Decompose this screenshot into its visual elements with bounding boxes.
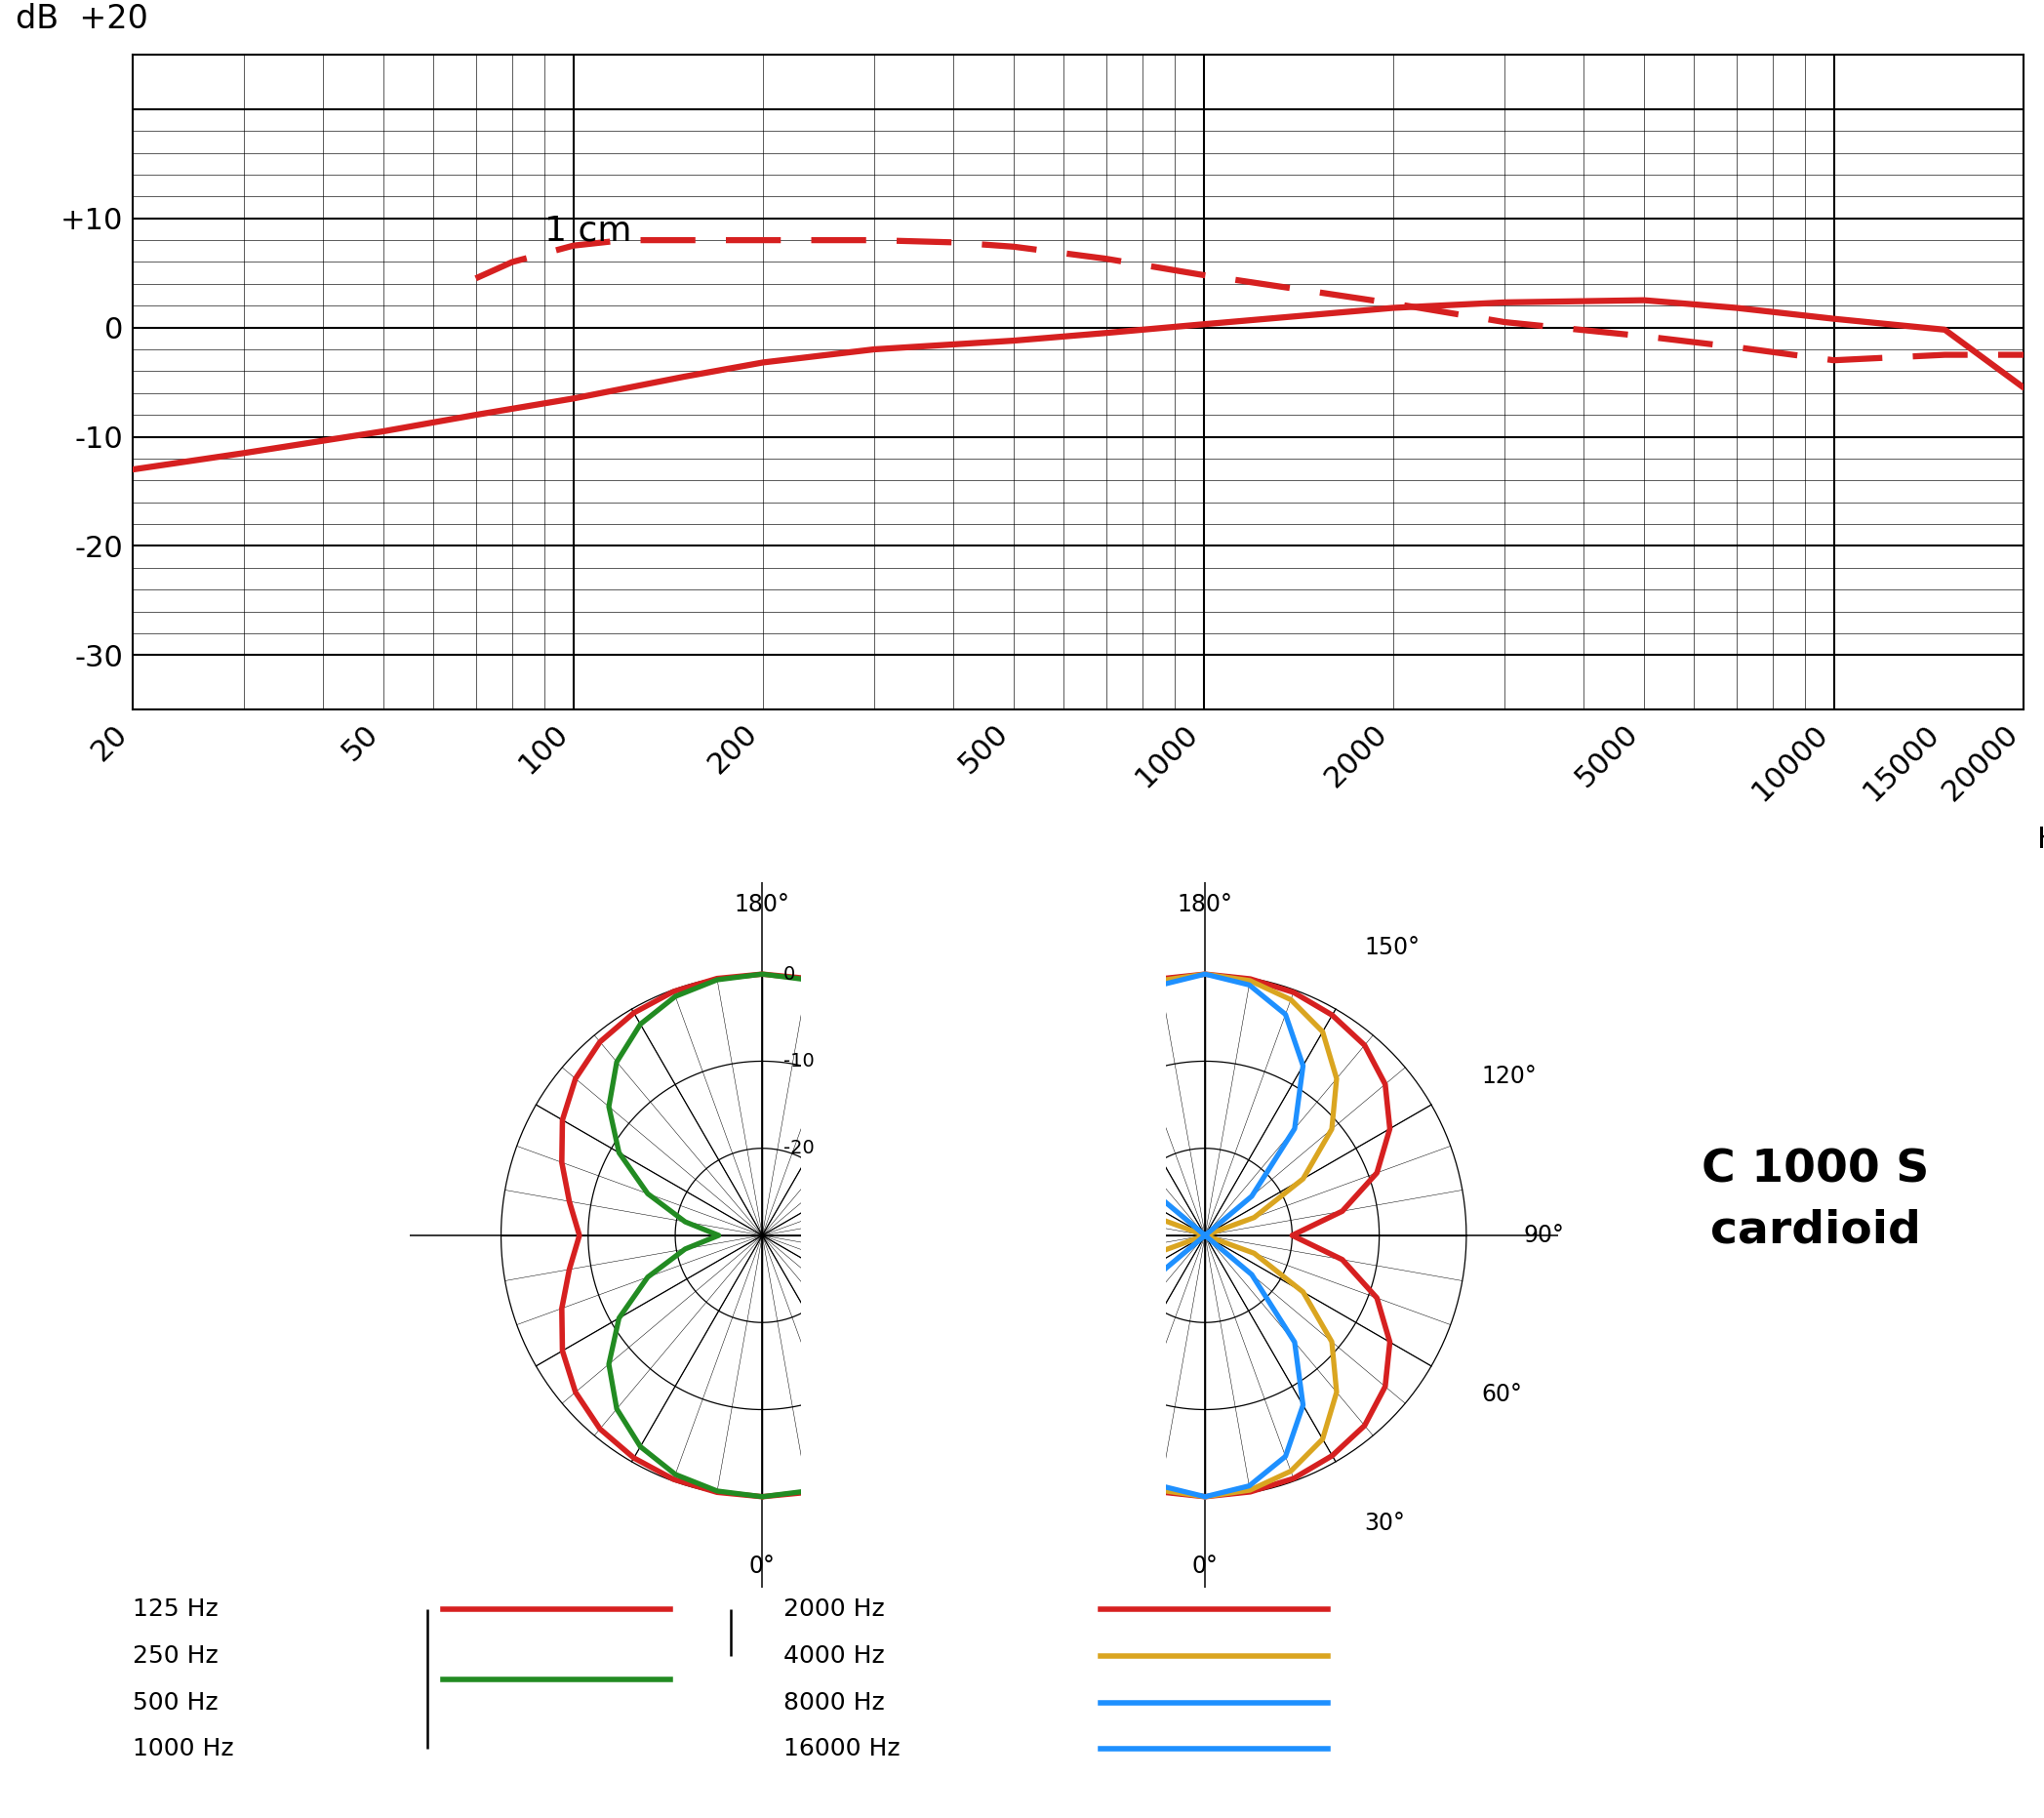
Text: 90°: 90°	[1523, 1224, 1564, 1247]
Text: 4000 Hz: 4000 Hz	[783, 1643, 885, 1667]
Text: 8000 Hz: 8000 Hz	[783, 1691, 885, 1714]
Text: 180°: 180°	[1177, 893, 1233, 916]
Text: 120°: 120°	[1482, 1064, 1537, 1087]
Text: Hz: Hz	[2036, 825, 2044, 854]
Text: 150°: 150°	[1365, 936, 1421, 960]
Text: 0°: 0°	[1192, 1554, 1218, 1578]
Text: C 1000 S
cardioid: C 1000 S cardioid	[1703, 1147, 1930, 1253]
Text: 1000 Hz: 1000 Hz	[133, 1738, 233, 1760]
Text: 125 Hz: 125 Hz	[133, 1598, 219, 1622]
Text: -20: -20	[783, 1140, 814, 1158]
Text: 250 Hz: 250 Hz	[133, 1643, 219, 1667]
Text: 0: 0	[783, 965, 795, 984]
Text: 180°: 180°	[734, 893, 791, 916]
Text: 1 cm: 1 cm	[544, 215, 632, 247]
Text: -10: -10	[783, 1053, 814, 1071]
Text: 30°: 30°	[1365, 1511, 1406, 1534]
Text: 60°: 60°	[1482, 1383, 1523, 1407]
Text: 16000 Hz: 16000 Hz	[783, 1738, 899, 1760]
Text: 2000 Hz: 2000 Hz	[783, 1598, 885, 1622]
Text: 0°: 0°	[750, 1554, 775, 1578]
Text: 500 Hz: 500 Hz	[133, 1691, 219, 1714]
Text: dB  +20: dB +20	[16, 2, 149, 35]
